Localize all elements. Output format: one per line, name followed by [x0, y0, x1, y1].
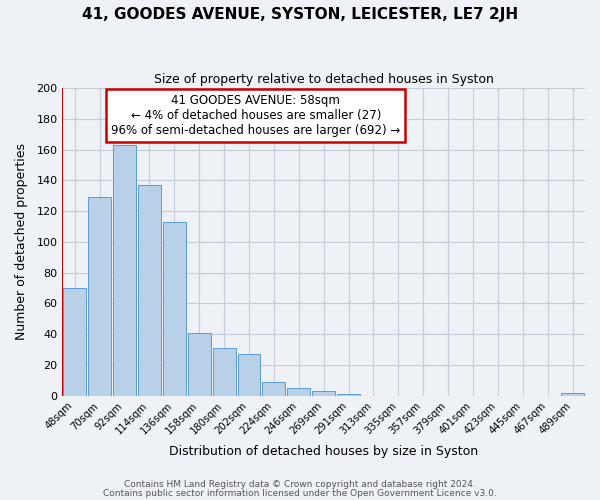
Bar [561, 392, 584, 396]
Bar [337, 394, 360, 396]
Bar [287, 388, 310, 396]
Bar [64, 288, 86, 396]
Bar [262, 382, 286, 396]
Y-axis label: Number of detached properties: Number of detached properties [15, 144, 28, 340]
Bar [113, 145, 136, 396]
Text: Contains public sector information licensed under the Open Government Licence v3: Contains public sector information licen… [103, 488, 497, 498]
X-axis label: Distribution of detached houses by size in Syston: Distribution of detached houses by size … [169, 444, 478, 458]
Bar [238, 354, 260, 396]
Bar [312, 391, 335, 396]
Bar [212, 348, 236, 396]
Text: 41, GOODES AVENUE, SYSTON, LEICESTER, LE7 2JH: 41, GOODES AVENUE, SYSTON, LEICESTER, LE… [82, 8, 518, 22]
Text: 41 GOODES AVENUE: 58sqm
← 4% of detached houses are smaller (27)
96% of semi-det: 41 GOODES AVENUE: 58sqm ← 4% of detached… [111, 94, 400, 137]
Bar [88, 198, 111, 396]
Bar [188, 332, 211, 396]
Bar [163, 222, 186, 396]
Bar [138, 185, 161, 396]
Title: Size of property relative to detached houses in Syston: Size of property relative to detached ho… [154, 72, 494, 86]
Text: Contains HM Land Registry data © Crown copyright and database right 2024.: Contains HM Land Registry data © Crown c… [124, 480, 476, 489]
